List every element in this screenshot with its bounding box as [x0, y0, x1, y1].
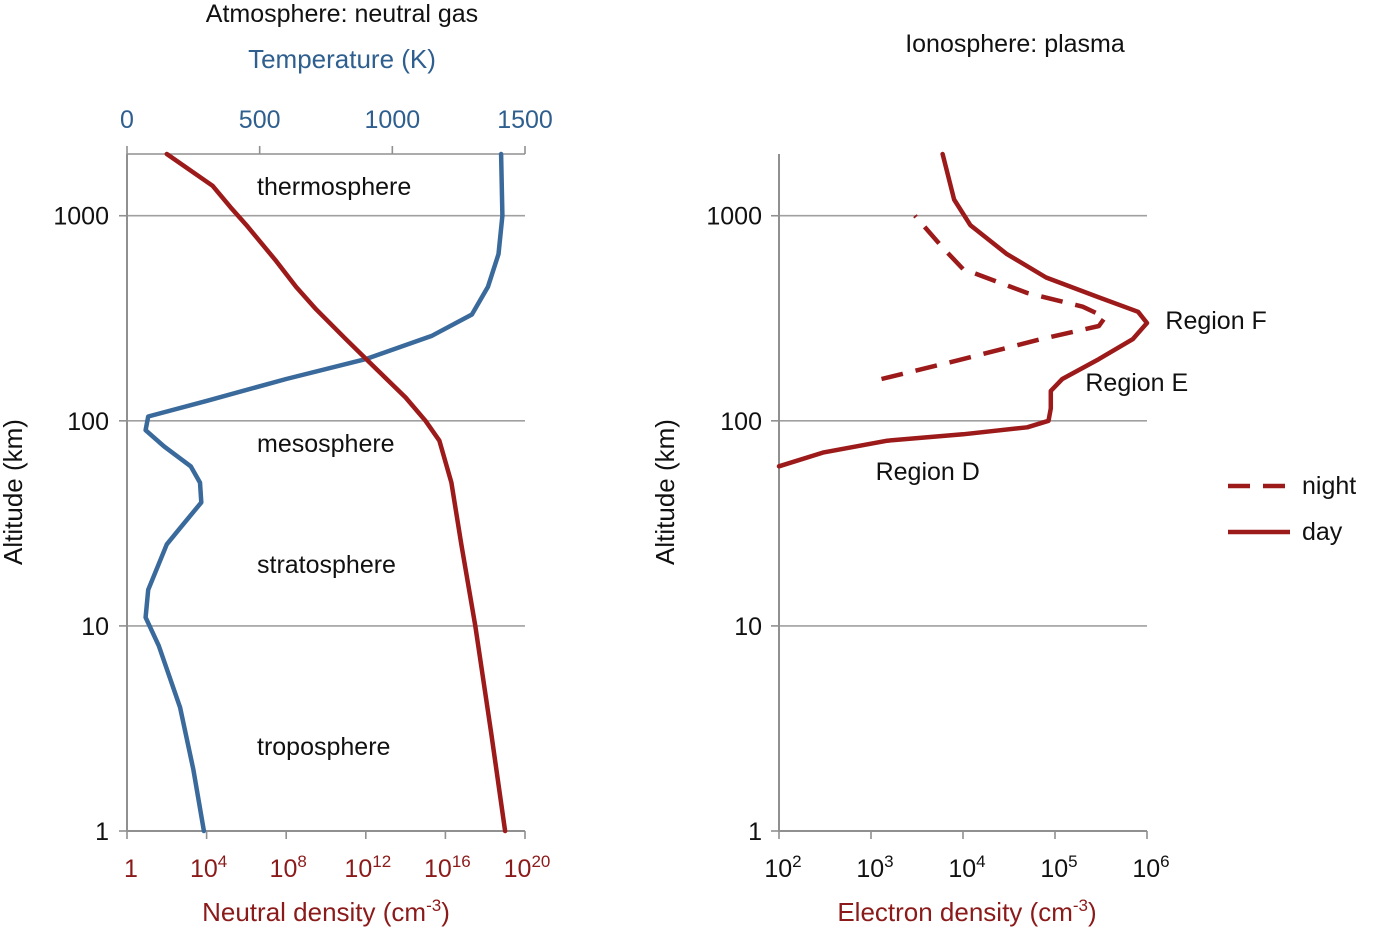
- density-tick-label: 1016: [424, 852, 471, 883]
- layer-label-troposphere: troposphere: [257, 733, 390, 761]
- layer-label-thermosphere: thermosphere: [257, 173, 411, 201]
- neutral-density-line: [164, 151, 508, 834]
- density-tick-label: 1020: [504, 852, 551, 883]
- atmosphere-panel: Atmosphere: neutral gas Temperature (K) …: [0, 0, 553, 927]
- electron-density-tick-label: 102: [764, 852, 801, 883]
- neutral-density-axis-label: Neutral density (cm-3): [202, 896, 450, 927]
- atmosphere-gridlines: [127, 214, 525, 627]
- atmosphere-series: [143, 151, 508, 834]
- electron-density-tick-label: 105: [1040, 852, 1077, 883]
- ionosphere-series: [776, 151, 1150, 469]
- electron-density-tick-label: 103: [856, 852, 893, 883]
- altitude-tick-label: 10: [81, 613, 109, 641]
- neutral-density-ticks: 1 104 108 1012 1016 1020: [124, 831, 550, 883]
- ionosphere-gridlines: [779, 214, 1147, 627]
- ionosphere-title: Ionosphere: plasma: [905, 30, 1125, 58]
- electron-density-tick-label: 104: [948, 852, 985, 883]
- atmosphere-altitude-label: Altitude (km): [0, 419, 28, 565]
- density-tick-label: 108: [270, 852, 307, 883]
- legend-label-night: night: [1302, 472, 1356, 500]
- layer-label-mesosphere: mesosphere: [257, 430, 395, 458]
- electron-density-ticks: 102 103 104 105 106: [764, 831, 1170, 883]
- layer-label-stratosphere: stratosphere: [257, 551, 396, 579]
- density-tick-label: 1: [124, 855, 138, 883]
- region-label: Region D: [876, 458, 980, 486]
- temperature-ticks: 0 500 1000 1500: [120, 106, 553, 154]
- ionosphere-legend: night day: [1228, 472, 1356, 546]
- atmosphere-title: Atmosphere: neutral gas: [206, 0, 478, 28]
- temperature-tick-label: 500: [239, 106, 281, 134]
- density-tick-label: 1012: [344, 852, 391, 883]
- altitude-tick-label: 100: [67, 408, 109, 436]
- temperature-tick-label: 0: [120, 106, 134, 134]
- ionosphere-region-labels: Region F Region E Region D: [876, 307, 1267, 486]
- temperature-tick-label: 1000: [365, 106, 421, 134]
- electron-density-axis-label: Electron density (cm-3): [837, 896, 1096, 927]
- atmosphere-axes: [126, 153, 525, 832]
- night-electron-density-line: [880, 214, 1108, 382]
- altitude-tick-label: 1: [748, 818, 762, 846]
- temperature-line: [143, 151, 505, 834]
- altitude-tick-label: 1000: [53, 203, 109, 231]
- altitude-tick-label: 100: [720, 408, 762, 436]
- altitude-tick-label: 10: [734, 613, 762, 641]
- legend-label-day: day: [1302, 518, 1343, 546]
- region-label: Region E: [1085, 369, 1188, 397]
- day-electron-density-line: [776, 151, 1150, 469]
- temperature-tick-label: 1500: [497, 106, 553, 134]
- ionosphere-axes: [778, 154, 1147, 832]
- altitude-tick-label: 1: [95, 818, 109, 846]
- region-label: Region F: [1165, 307, 1266, 335]
- atmosphere-layer-labels: thermosphere mesosphere stratosphere tropos…: [257, 173, 411, 761]
- atmosphere-altitude-ticks: 1 10 100 1000: [53, 203, 127, 846]
- electron-density-tick-label: 106: [1132, 852, 1169, 883]
- ionosphere-altitude-ticks: 1 10 100 1000: [706, 203, 779, 846]
- density-tick-label: 104: [190, 852, 227, 883]
- temperature-axis-label: Temperature (K): [248, 44, 436, 74]
- ionosphere-altitude-label: Altitude (km): [650, 419, 680, 565]
- altitude-tick-label: 1000: [706, 203, 762, 231]
